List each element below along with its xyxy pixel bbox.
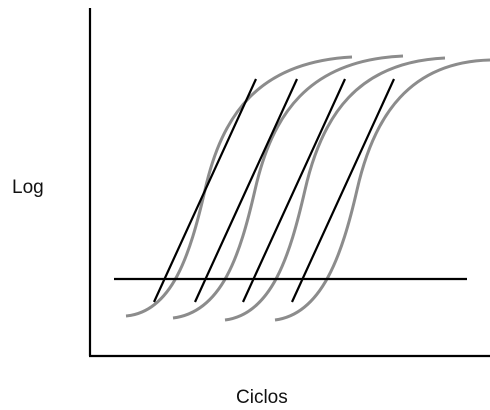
amplification-curve-1 (125, 55, 353, 318)
x-axis-label: Ciclos (236, 387, 288, 408)
tangent-line-4 (290, 78, 396, 303)
tangent-line-2 (193, 78, 299, 303)
amplification-curve-3 (224, 56, 446, 322)
y-axis-label: Log (12, 177, 44, 198)
tangent-line-3 (241, 78, 347, 303)
amplification-curve-2 (172, 54, 404, 320)
amplification-curve-4 (274, 58, 490, 322)
tangent-line-1 (152, 78, 258, 303)
